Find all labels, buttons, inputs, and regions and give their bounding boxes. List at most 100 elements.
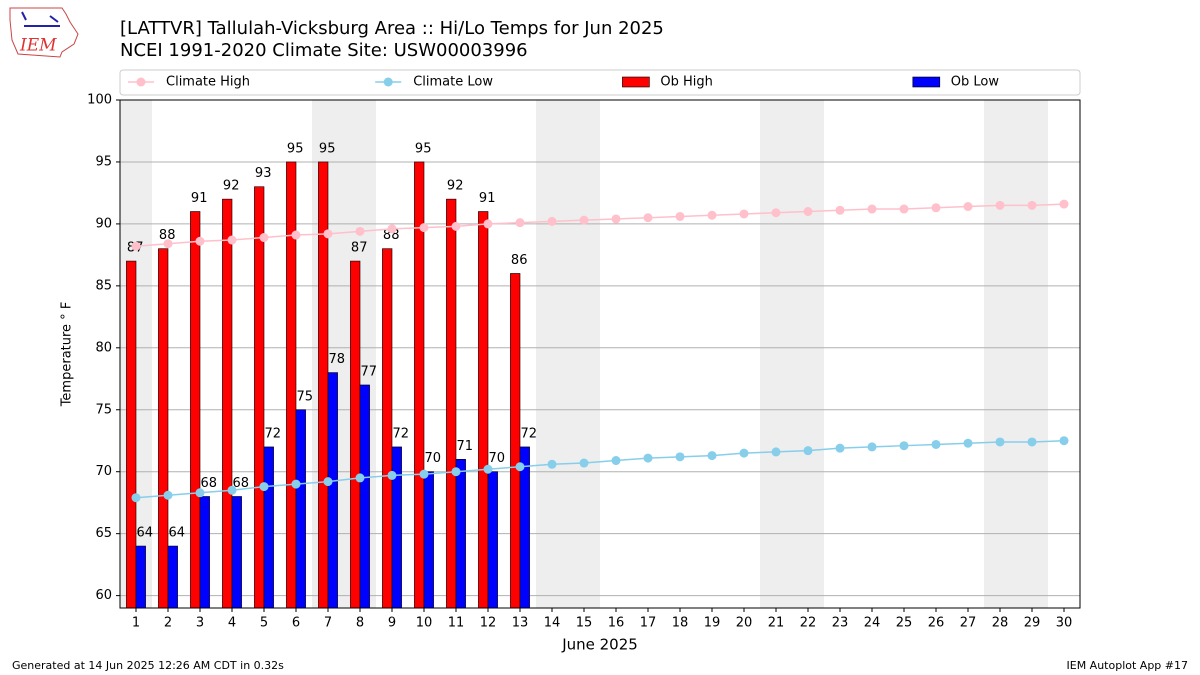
weekend-shade bbox=[536, 100, 568, 608]
bar bbox=[231, 496, 242, 609]
legend-marker bbox=[136, 77, 146, 87]
line-point bbox=[323, 229, 333, 239]
x-tick-label: 7 bbox=[324, 616, 332, 631]
data-label: 95 bbox=[415, 141, 432, 156]
bar bbox=[359, 384, 370, 609]
line-point bbox=[963, 438, 973, 448]
data-label: 92 bbox=[447, 179, 464, 194]
weekend-shade bbox=[568, 100, 600, 608]
legend-label: Ob Low bbox=[951, 75, 1000, 90]
line-point bbox=[1027, 437, 1037, 447]
line-point bbox=[771, 447, 781, 457]
logo-icon bbox=[21, 11, 60, 27]
legend-label: Climate High bbox=[166, 75, 250, 90]
y-tick-label: 100 bbox=[87, 93, 112, 108]
bar bbox=[423, 471, 434, 609]
line bbox=[135, 203, 1065, 247]
data-label: 75 bbox=[297, 389, 314, 404]
y-tick-label: 95 bbox=[95, 154, 112, 169]
y-axis-label: Temperature ° F bbox=[60, 302, 75, 408]
bar bbox=[286, 161, 297, 609]
logo-text: IEM bbox=[19, 36, 57, 56]
bar bbox=[382, 248, 393, 609]
x-tick-label: 2 bbox=[164, 616, 172, 631]
line-point bbox=[1027, 200, 1037, 210]
bar bbox=[254, 186, 265, 609]
line-point bbox=[355, 226, 365, 236]
data-label: 95 bbox=[319, 141, 336, 156]
data-label: 91 bbox=[191, 191, 208, 206]
line-point bbox=[899, 441, 909, 451]
x-tick-label: 6 bbox=[292, 616, 300, 631]
data-label: 92 bbox=[223, 179, 240, 194]
line-point bbox=[387, 224, 397, 234]
x-tick-label: 26 bbox=[928, 616, 945, 631]
line-point bbox=[771, 208, 781, 218]
x-tick-label: 13 bbox=[512, 616, 529, 631]
y-tick-label: 65 bbox=[95, 526, 112, 541]
x-tick-label: 12 bbox=[480, 616, 497, 631]
footer-left: Generated at 14 Jun 2025 12:26 AM CDT in… bbox=[12, 659, 284, 672]
data-label: 88 bbox=[383, 228, 400, 243]
data-label: 72 bbox=[393, 426, 410, 441]
x-tick-label: 19 bbox=[704, 616, 721, 631]
legend-marker bbox=[383, 77, 393, 87]
bar bbox=[510, 273, 521, 609]
line-point bbox=[515, 462, 525, 472]
weekend-shade bbox=[760, 100, 792, 608]
x-tick-label: 30 bbox=[1056, 616, 1073, 631]
bar bbox=[263, 446, 274, 609]
y-tick-label: 80 bbox=[95, 340, 112, 355]
line-point bbox=[1059, 199, 1069, 209]
line-point bbox=[995, 200, 1005, 210]
data-label: 93 bbox=[255, 166, 272, 181]
line-point bbox=[291, 479, 301, 489]
x-tick-label: 3 bbox=[196, 616, 204, 631]
line-point bbox=[675, 211, 685, 221]
line-point bbox=[323, 477, 333, 487]
logo-outline bbox=[9, 7, 79, 58]
line-point bbox=[387, 470, 397, 480]
bar bbox=[327, 372, 338, 609]
bar bbox=[519, 446, 530, 609]
line-point bbox=[163, 490, 173, 500]
bar bbox=[190, 211, 201, 609]
data-label: 95 bbox=[287, 141, 304, 156]
data-label: 91 bbox=[479, 191, 496, 206]
line-point bbox=[163, 239, 173, 249]
line-point bbox=[227, 235, 237, 245]
x-tick-label: 17 bbox=[640, 616, 657, 631]
x-tick-label: 11 bbox=[448, 616, 465, 631]
bar bbox=[158, 248, 169, 609]
line-point bbox=[547, 459, 557, 469]
line-point bbox=[739, 209, 749, 219]
bar bbox=[126, 260, 137, 609]
logo: IEM bbox=[9, 7, 79, 58]
x-tick-label: 21 bbox=[768, 616, 785, 631]
data-label: 68 bbox=[201, 476, 218, 491]
x-tick-label: 22 bbox=[800, 616, 817, 631]
y-tick-label: 60 bbox=[95, 588, 112, 603]
line-point bbox=[931, 203, 941, 213]
x-tick-label: 23 bbox=[832, 616, 849, 631]
bar bbox=[199, 496, 210, 609]
line-point bbox=[515, 218, 525, 228]
line-point bbox=[355, 473, 365, 483]
line-point bbox=[419, 469, 429, 479]
line-point bbox=[259, 482, 269, 492]
data-label: 87 bbox=[351, 241, 368, 256]
line-point bbox=[643, 453, 653, 463]
line-point bbox=[707, 210, 717, 220]
weekend-shade bbox=[1016, 100, 1048, 608]
data-label: 78 bbox=[329, 352, 346, 367]
y-tick-label: 85 bbox=[95, 278, 112, 293]
data-label: 64 bbox=[137, 526, 154, 541]
x-tick-label: 14 bbox=[544, 616, 561, 631]
bar bbox=[391, 446, 402, 609]
bar bbox=[478, 211, 489, 609]
line-point bbox=[643, 213, 653, 223]
line-point bbox=[579, 458, 589, 468]
line-point bbox=[611, 456, 621, 466]
x-tick-label: 15 bbox=[576, 616, 593, 631]
